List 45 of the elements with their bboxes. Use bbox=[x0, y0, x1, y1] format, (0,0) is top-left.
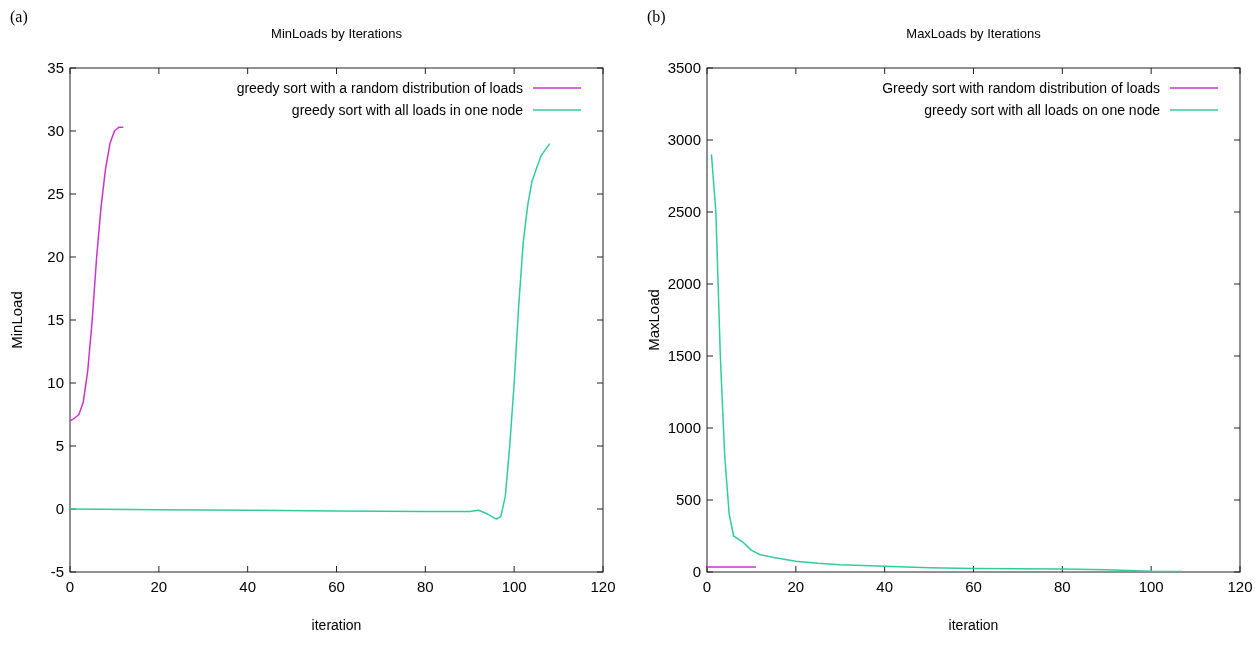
line-series bbox=[69, 142, 551, 520]
y-tick-label: 15 bbox=[47, 311, 64, 328]
legend-label: greedy sort with all loads in one node bbox=[291, 102, 524, 118]
y-tick-label: 0 bbox=[692, 563, 701, 580]
y-tick-label: 500 bbox=[675, 491, 701, 508]
x-tick-label: 60 bbox=[328, 578, 345, 595]
y-tick-label: 0 bbox=[55, 500, 64, 517]
x-axis-title: iteration bbox=[948, 617, 999, 633]
x-tick-label: 80 bbox=[1053, 578, 1071, 595]
text: (b) bbox=[647, 8, 666, 26]
y-tick-label: 2500 bbox=[667, 203, 701, 220]
x-tick-label: 20 bbox=[787, 578, 805, 595]
x-tick-label: 80 bbox=[416, 578, 434, 595]
x-tick-label: 100 bbox=[1138, 578, 1164, 595]
y-tick-label: 1000 bbox=[667, 419, 701, 436]
y-tick-label: 35 bbox=[47, 59, 64, 76]
chart-title: MinLoads by Iterations bbox=[271, 26, 403, 41]
x-tick-label: 0 bbox=[702, 578, 712, 595]
y-tick-label: 30 bbox=[47, 122, 64, 139]
x-tick-label: 120 bbox=[590, 578, 616, 595]
y-tick-label: 1500 bbox=[667, 347, 701, 364]
legend-label: greedy sort with a random distribution of loads bbox=[236, 80, 523, 96]
x-tick-label: 100 bbox=[501, 578, 527, 595]
legend-label: greedy sort with all loads on one node bbox=[924, 102, 1161, 118]
chart-title: MaxLoads by Iterations bbox=[906, 26, 1042, 41]
y-tick-label: -5 bbox=[50, 563, 64, 580]
y-tick-label: 20 bbox=[47, 248, 64, 265]
y-axis-title: MinLoad bbox=[8, 291, 25, 349]
y-tick-label: 10 bbox=[47, 374, 64, 391]
line-series bbox=[710, 153, 1184, 573]
x-tick-label: 40 bbox=[239, 578, 257, 595]
text: (a) bbox=[10, 8, 28, 26]
x-tick-label: 120 bbox=[1227, 578, 1253, 595]
legend-label: Greedy sort with random distribution of loads bbox=[882, 80, 1160, 96]
y-axis-title: MaxLoad bbox=[645, 289, 662, 351]
y-tick-label: 3500 bbox=[667, 59, 701, 76]
x-tick-label: 20 bbox=[150, 578, 168, 595]
y-tick-label: 2000 bbox=[667, 275, 701, 292]
y-tick-label: 5 bbox=[55, 437, 64, 454]
x-tick-label: 40 bbox=[876, 578, 894, 595]
y-tick-label: 25 bbox=[47, 185, 64, 202]
y-tick-label: 3000 bbox=[667, 131, 701, 148]
x-axis-title: iteration bbox=[311, 617, 362, 633]
x-tick-label: 60 bbox=[965, 578, 982, 595]
line-series bbox=[69, 126, 125, 422]
